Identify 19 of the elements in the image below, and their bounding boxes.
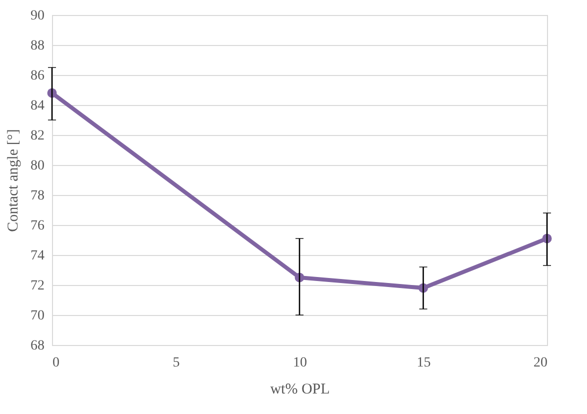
x-tick-label: 10: [293, 356, 307, 370]
y-tick-label: 74: [30, 248, 44, 264]
x-tick-label: 20: [534, 356, 548, 370]
y-tick-label: 82: [30, 128, 44, 144]
y-tick-label: 86: [30, 68, 44, 84]
y-axis-title: Contact angle [°]: [6, 129, 22, 232]
y-tick-label: 70: [30, 308, 44, 324]
x-tick-label: 15: [416, 356, 431, 370]
x-axis-title: wt% OPL: [270, 382, 330, 398]
y-tick-label: 80: [30, 158, 44, 174]
x-tick-label: 0: [52, 356, 60, 370]
y-tick-label: 76: [30, 218, 44, 234]
y-tick-label: 72: [30, 278, 44, 294]
x-tick-label: 5: [172, 356, 180, 370]
y-tick-label: 88: [30, 38, 44, 54]
y-tick-label: 68: [30, 338, 44, 354]
y-tick-label: 78: [30, 188, 44, 204]
y-tick-label: 90: [30, 8, 44, 24]
y-tick-label: 84: [30, 98, 44, 114]
